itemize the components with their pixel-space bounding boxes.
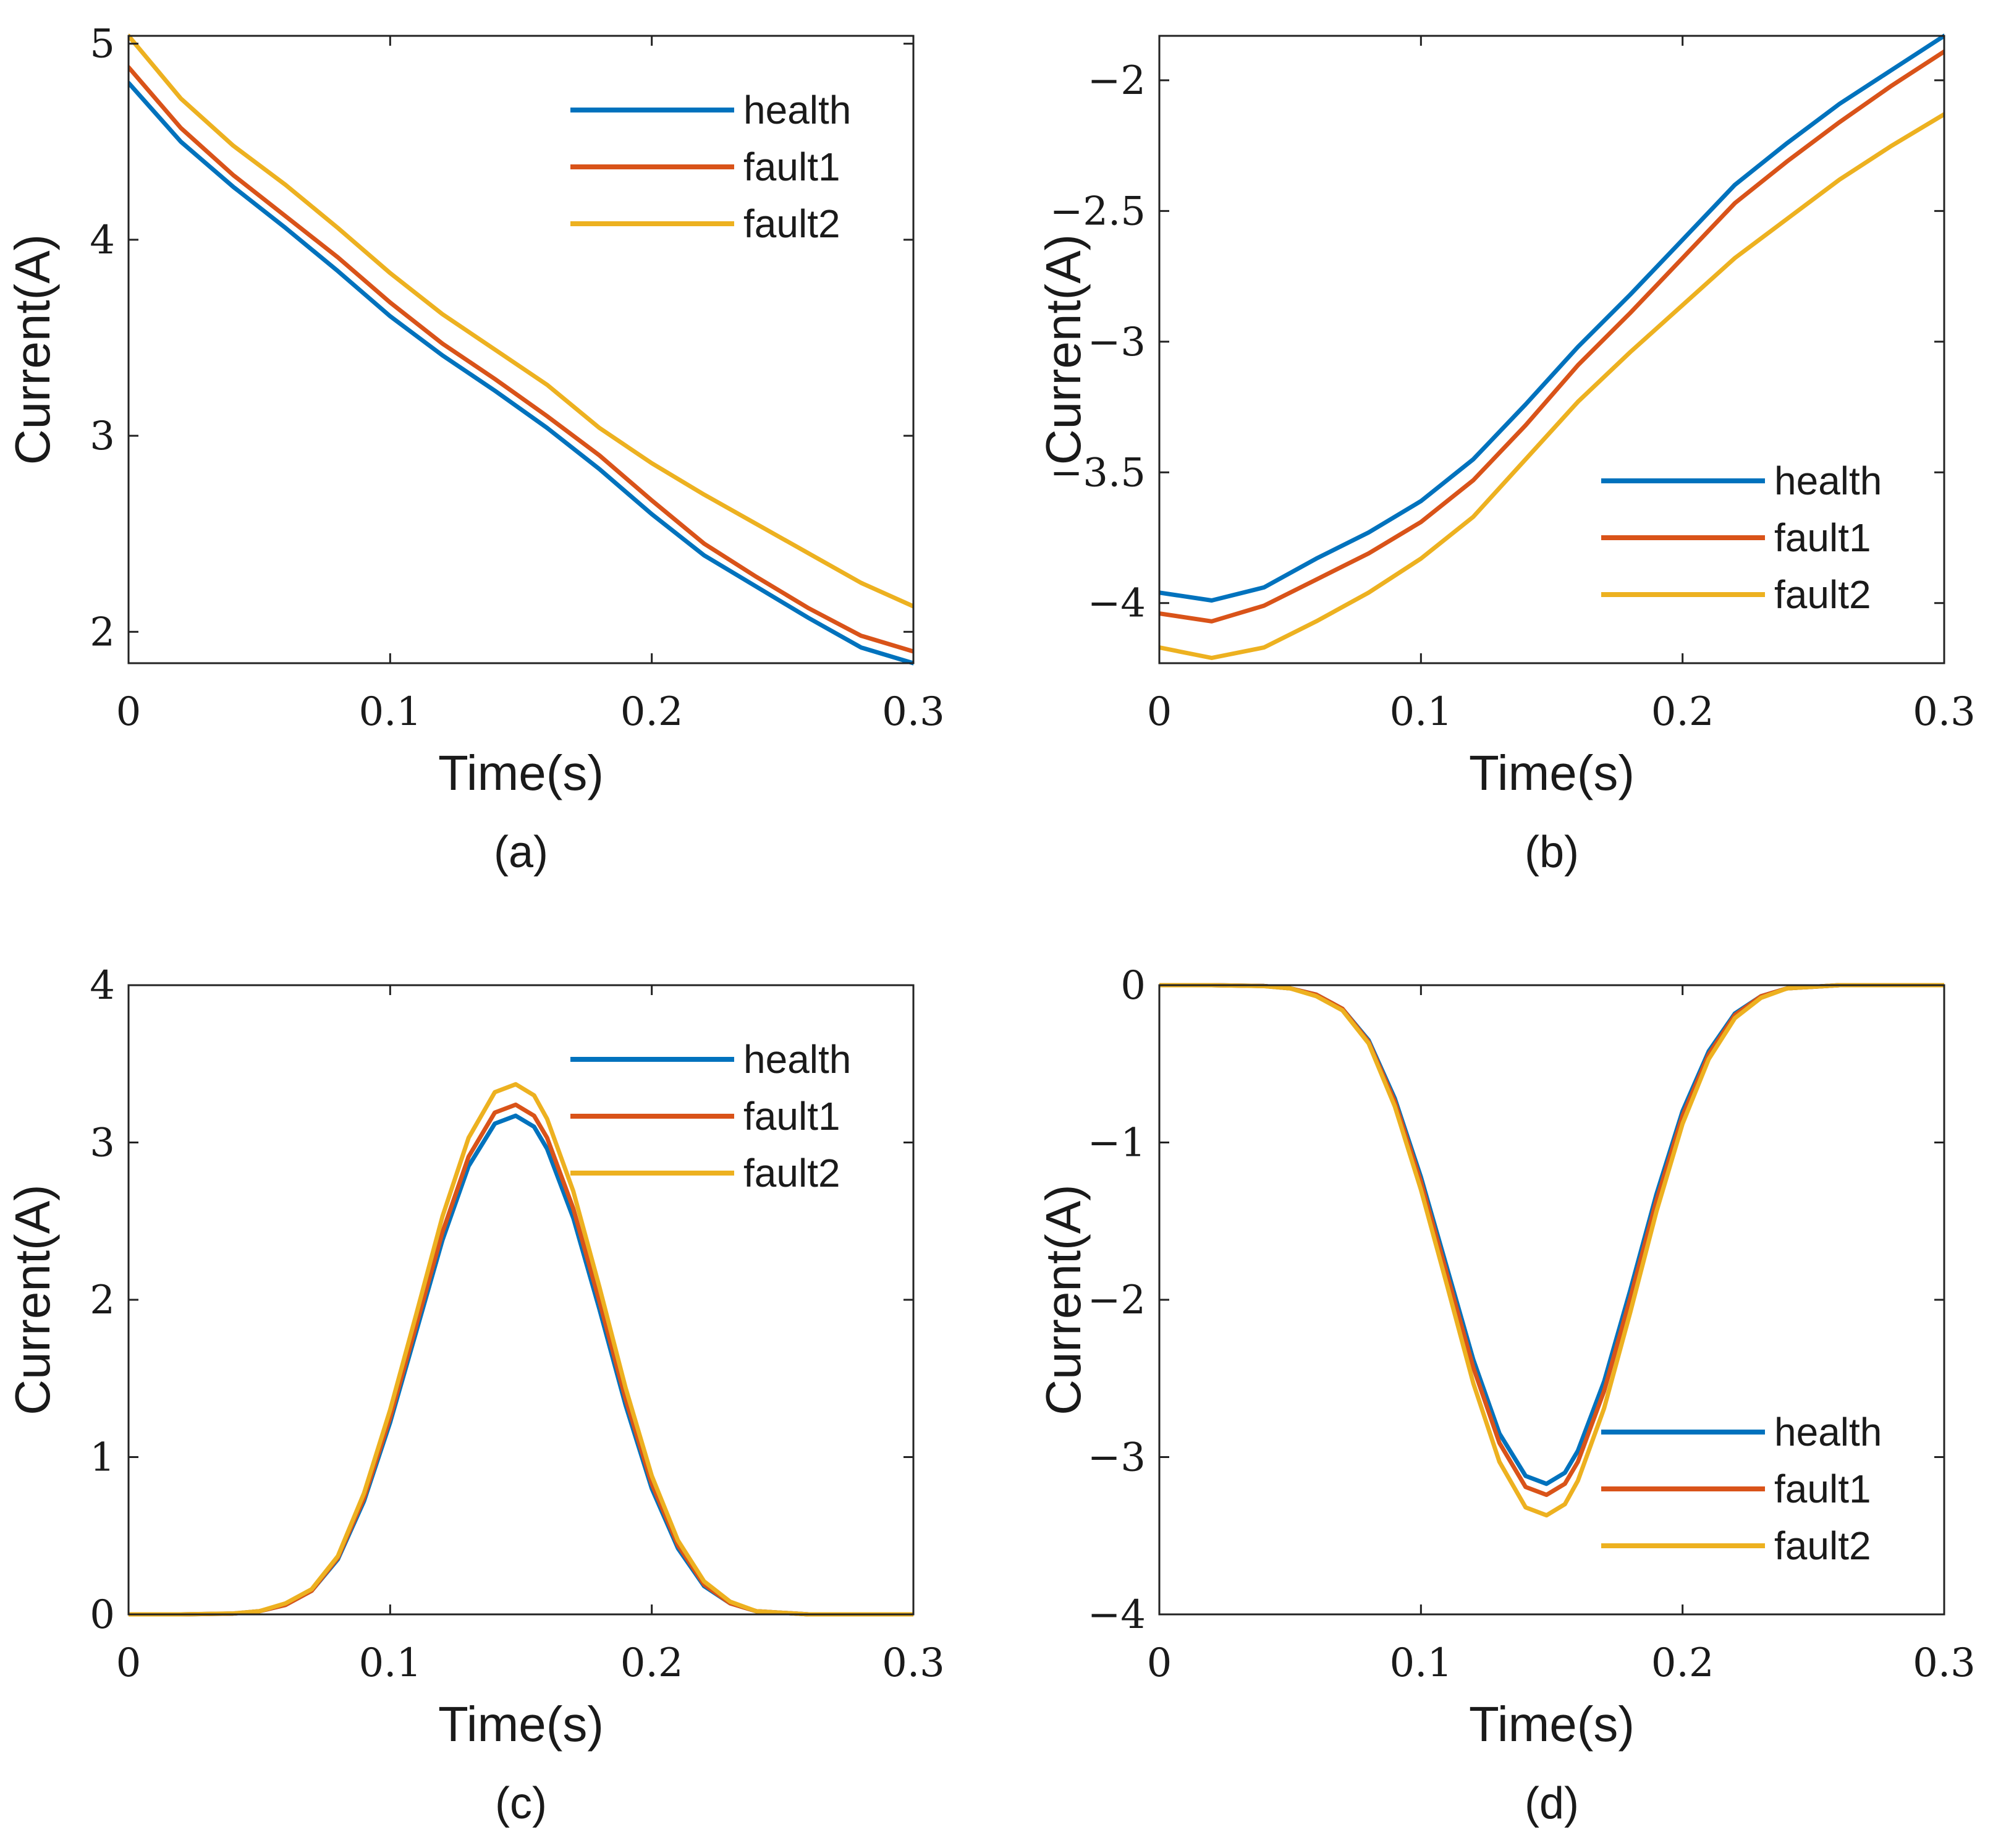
x-axis-label: Time(s)	[438, 745, 604, 800]
y-tick-label: −3	[1088, 320, 1146, 365]
panel-label: (d)	[1525, 1779, 1579, 1828]
series-line-fault1	[1159, 49, 1944, 624]
legend-label-fault2: fault2	[743, 1151, 840, 1195]
panel-label: (a)	[494, 828, 548, 877]
x-tick-label: 0	[1147, 689, 1172, 735]
series-line-fault1	[129, 65, 913, 654]
y-tick-label: −4	[1088, 1592, 1146, 1638]
y-tick-label: −3.5	[1050, 450, 1146, 496]
x-axis-label: Time(s)	[438, 1697, 604, 1752]
series-line-health	[1159, 983, 1944, 1486]
legend-label-health: health	[1774, 1410, 1882, 1454]
x-tick-label: 0.1	[1389, 1640, 1452, 1686]
series-line-health	[1159, 33, 1944, 603]
legend-label-fault2: fault2	[1774, 572, 1871, 617]
legend: health fault1 fault2	[570, 1037, 851, 1195]
y-axis-label: Current(A)	[1036, 234, 1091, 465]
y-axis-label: Current(A)	[5, 1184, 60, 1415]
legend-label-fault1: fault1	[1774, 1467, 1871, 1511]
panel-label: (b)	[1525, 828, 1579, 877]
series-line-fault2	[1159, 983, 1944, 1518]
legend-label-fault1: fault1	[743, 145, 840, 189]
x-tick-label: 0.3	[1913, 689, 1976, 735]
x-tick-label: 0	[116, 689, 142, 735]
y-tick-label: 0	[1120, 963, 1146, 1009]
y-tick-label: 1	[90, 1435, 115, 1481]
y-tick-label: −3	[1088, 1435, 1146, 1481]
legend-label-health: health	[1774, 459, 1882, 503]
panel-0: 0 0.1 0.2 0.3 2 3 4 5 Time(s) Current(A) (a) health…	[5, 22, 945, 877]
y-tick-label: 4	[90, 218, 115, 263]
y-tick-label: −2	[1088, 58, 1146, 104]
x-tick-label: 0.2	[1651, 1640, 1714, 1686]
y-axis-label: Current(A)	[1036, 1184, 1091, 1415]
legend-label-fault1: fault1	[1774, 515, 1871, 560]
x-tick-label: 0.1	[1389, 689, 1452, 735]
panel-label: (c)	[495, 1779, 547, 1828]
legend: health fault1 fault2	[570, 88, 851, 246]
y-tick-label: −4	[1088, 581, 1146, 627]
plot-frame	[127, 35, 915, 664]
x-tick-label: 0.1	[358, 1640, 421, 1686]
legend: health fault1 fault2	[1601, 459, 1882, 617]
y-tick-label: −2	[1088, 1278, 1146, 1323]
legend: health fault1 fault2	[1601, 1410, 1882, 1568]
y-tick-label: 2	[90, 609, 115, 655]
x-tick-label: 0	[116, 1640, 142, 1686]
panel-3: 0 0.1 0.2 0.3 −4 −3 −2 −1 0 Time(s) Current(A) (d) h…	[1036, 963, 1976, 1828]
legend-label-health: health	[743, 88, 851, 132]
x-axis-label: Time(s)	[1469, 1697, 1635, 1752]
x-tick-label: 0.3	[882, 689, 945, 735]
x-tick-label: 0.3	[882, 1640, 945, 1686]
y-axis-label: Current(A)	[5, 234, 60, 465]
legend-label-health: health	[743, 1037, 851, 1082]
series-line-fault2	[1159, 112, 1944, 660]
series-line-health	[129, 80, 913, 666]
legend-label-fault2: fault2	[1774, 1524, 1871, 1568]
y-tick-label: −1	[1088, 1121, 1146, 1166]
series-line-fault2	[129, 33, 913, 609]
y-tick-label: 4	[90, 963, 115, 1009]
y-tick-label: 3	[90, 1121, 115, 1166]
panel-1: 0 0.1 0.2 0.3 −4 −3.5 −3 −2.5 −2 Time(s) Current(A…	[1036, 33, 1976, 877]
x-axis-label: Time(s)	[1469, 745, 1635, 800]
x-tick-label: 0	[1147, 1640, 1172, 1686]
y-tick-label: 0	[90, 1592, 115, 1638]
plot-frame	[1158, 984, 1945, 1616]
x-tick-label: 0.1	[358, 689, 421, 735]
legend-label-fault2: fault2	[743, 201, 840, 246]
y-tick-label: 2	[90, 1278, 115, 1323]
x-tick-label: 0.3	[1913, 1640, 1976, 1686]
legend-label-fault1: fault1	[743, 1094, 840, 1138]
x-tick-label: 0.2	[620, 689, 683, 735]
panel-2: 0 0.1 0.2 0.3 0 1 2 3 4 Time(s) Current(A) (c) healt…	[5, 963, 945, 1828]
y-tick-label: −2.5	[1050, 189, 1146, 234]
y-tick-label: 3	[90, 413, 115, 459]
series-line-fault2	[129, 1082, 913, 1617]
x-tick-label: 0.2	[620, 1640, 683, 1686]
plot-frame	[1158, 35, 1945, 664]
y-tick-label: 5	[90, 22, 115, 67]
x-tick-label: 0.2	[1651, 689, 1714, 735]
